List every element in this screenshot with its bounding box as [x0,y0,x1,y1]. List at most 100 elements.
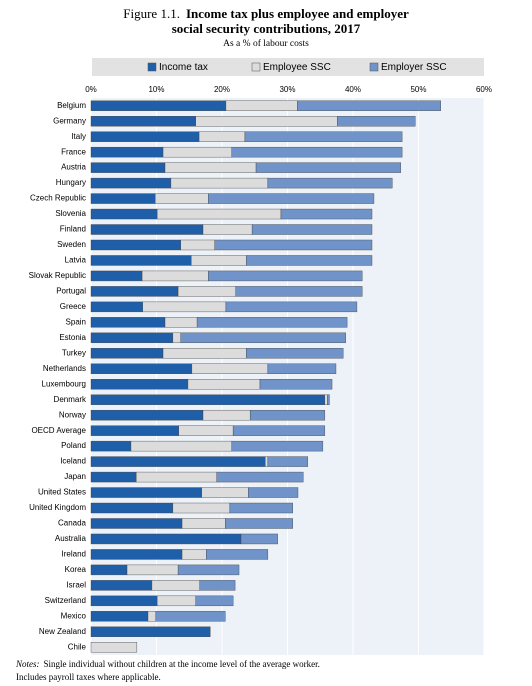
legend-swatch [251,62,261,72]
bar-segment [90,100,227,111]
bar-segment [208,270,363,282]
bar-segment [206,549,269,560]
bar-segment [244,131,403,142]
bar-segment [90,595,158,607]
bar-segment [255,162,402,173]
bar-segment [90,332,174,344]
bar-segment [208,193,375,204]
bar-segment [90,131,200,142]
bar-segment [90,162,166,173]
bar-segment [280,208,373,220]
y-tick-label: Luxembourg [42,379,86,388]
bar-segment [231,440,324,452]
y-tick-label: Denmark [54,395,87,404]
bar-segment [164,162,257,173]
bar-segment [90,580,153,591]
bar-segment [126,564,179,576]
bar-segment [297,100,441,111]
bar-segment [196,317,348,328]
y-tick-label: Spain [66,317,86,326]
bar-segment [195,595,234,607]
bar-segment [187,379,261,390]
y-tick-label: France [61,147,86,156]
y-tick-label: Switzerland [45,596,86,605]
y-tick-label: United Kingdom [29,503,86,512]
x-tick-label: 60% [476,85,492,94]
y-tick-label: Netherlands [43,364,86,373]
y-tick-label: Japan [64,472,86,481]
x-tick-label: 30% [279,85,295,94]
bar-segment [90,270,143,282]
bar-segment [180,239,215,251]
notes-line: Single individual without children at th… [44,659,320,669]
bar-segment [90,301,143,313]
bar-segment [90,208,158,220]
bar-segment [172,502,231,514]
bar-segment [225,100,298,111]
bar-segment [90,317,166,328]
bar-segment [90,456,266,467]
bar-segment [191,255,247,266]
bar-segment [90,611,149,622]
bar-segment [235,286,363,297]
bar-segment [90,487,202,498]
y-tick-label: Israel [66,580,86,589]
bar-segment [90,440,132,452]
bar-segment [147,611,157,622]
y-tick-label: Germany [53,116,86,125]
bar-segment [180,332,346,344]
bar-segment [191,363,269,374]
bar-segment [214,239,373,251]
bar-segment [90,363,193,374]
bar-segment [155,611,226,622]
y-tick-label: Korea [65,565,87,574]
bar-segment [90,177,172,189]
chart-title: Figure 1.1. Income tax plus employee and … [123,6,409,21]
bar-segment [90,116,197,127]
bar-segment [265,456,269,467]
y-tick-label: Canada [58,519,87,528]
bar-segment [240,533,278,545]
bar-segment [195,116,338,127]
bar-segment [90,502,174,514]
y-tick-label: New Zealand [39,627,86,636]
bar-segment [216,471,304,483]
y-tick-label: Norway [59,410,86,419]
title-line: social security contributions, 2017 [172,21,361,36]
y-tick-label: Australia [55,534,87,543]
y-tick-label: Portugal [56,287,86,296]
bar-segment [90,425,179,436]
bar-segment [324,394,328,405]
bar-segment [142,301,227,313]
y-tick-label: Poland [61,441,86,450]
x-tick-label: 10% [148,85,164,94]
bar-segment [162,146,233,158]
bar-segment [130,440,233,452]
bar-segment [90,239,181,251]
bar-segment [259,379,333,390]
y-tick-label: Italy [71,132,86,141]
bar-segment [90,146,164,158]
y-tick-label: Austria [61,163,86,172]
notes-line: Includes payroll taxes where applicable. [16,672,161,682]
legend-box [92,58,484,76]
y-tick-label: Ireland [62,550,86,559]
bar-segment [225,518,293,529]
y-tick-label: Belgium [57,101,86,110]
bar-segment [202,409,251,421]
bar-segment [177,564,240,576]
y-tick-label: Finland [60,225,86,234]
bar-segment [225,301,358,313]
figure-label: Figure 1.1. [123,6,180,21]
legend-label: Employee SSC [263,62,331,73]
bar-segment [249,409,326,421]
bar-segment [90,471,137,483]
bar-segment [247,487,299,498]
bar-segment [202,224,253,235]
x-tick-label: 0% [85,85,97,94]
y-tick-label: United States [38,488,86,497]
bar-segment [170,177,269,189]
bar-segment [246,348,344,359]
notes: Notes: Single individual without children… [15,659,320,669]
